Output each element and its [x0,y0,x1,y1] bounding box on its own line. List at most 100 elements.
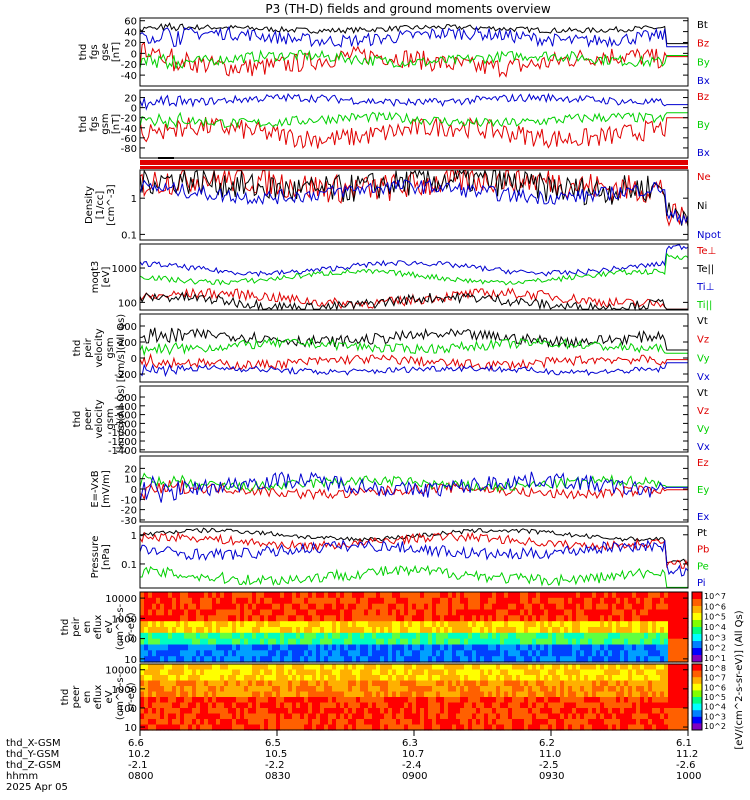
heatmap-cell [280,669,285,676]
heatmap-cell [648,708,653,715]
heatmap-cell [448,638,453,646]
heatmap-cell [236,724,241,731]
heatmap-cell [436,680,441,687]
heatmap-cell [652,627,657,634]
heatmap-cell [364,632,369,640]
heatmap-cell [452,669,457,676]
heatmap-cell [212,724,217,731]
legend-Vy: Vy [697,353,710,364]
heatmap-cell [156,691,161,698]
heatmap-cell [536,656,541,663]
heatmap-cell [200,675,205,682]
heatmap-cell [212,603,217,611]
heatmap-cell [192,680,197,687]
heatmap-cell [516,638,521,646]
heatmap-cell [284,597,289,605]
heatmap-cell [612,697,617,704]
heatmap-cell [408,724,413,731]
heatmap-cell [292,691,297,698]
heatmap-cell [468,697,473,704]
heatmap-cell [328,603,333,611]
heatmap-cell [676,597,681,605]
heatmap-cell [256,675,261,682]
heatmap-cell [276,702,281,709]
heatmap-cell [224,644,229,651]
heatmap-cell [384,702,389,709]
heatmap-cell [280,603,285,611]
heatmap-cell [360,664,365,671]
heatmap-cell [340,603,345,611]
heatmap-cell [620,691,625,698]
heatmap-cell [612,603,617,611]
heatmap-cell [228,638,233,646]
heatmap-cell [436,621,441,628]
heatmap-cell [372,719,377,726]
heatmap-cell [352,592,357,599]
y-tick-label: 40 [124,28,137,39]
heatmap-cell [616,691,621,698]
heatmap-cell [364,609,369,616]
status-bar-top [140,160,688,165]
heatmap-cell [252,713,257,720]
heatmap-cell [148,691,153,698]
heatmap-cell [580,615,585,622]
heatmap-cell [320,656,325,663]
heatmap-cell [456,650,461,657]
heatmap-cell [620,644,625,651]
heatmap-cell [452,609,457,616]
heatmap-cell [608,664,613,671]
heatmap-cell [192,686,197,693]
heatmap-cell [372,708,377,715]
heatmap-cell [676,713,681,720]
heatmap-cell [564,650,569,657]
heatmap-cell [600,632,605,640]
heatmap-cell [204,669,209,676]
heatmap-cell [356,724,361,731]
heatmap-cell [328,592,333,599]
heatmap-cell [252,656,257,663]
heatmap-cell [284,691,289,698]
heatmap-cell [240,644,245,651]
heatmap-cell [236,702,241,709]
heatmap-cell [284,680,289,687]
heatmap-cell [312,664,317,671]
heatmap-cell [316,638,321,646]
heatmap-cell [420,638,425,646]
heatmap-cell [608,627,613,634]
heatmap-cell [660,697,665,704]
heatmap-cell [624,627,629,634]
heatmap-cell [192,713,197,720]
heatmap-cell [184,592,189,599]
heatmap-cell [376,675,381,682]
heatmap-cell [504,621,509,628]
heatmap-cell [184,656,189,663]
heatmap-cell [604,615,609,622]
heatmap-cell [236,638,241,646]
heatmap-cell [372,603,377,611]
heatmap-cell [400,638,405,646]
heatmap-cell [280,724,285,731]
heatmap-cell [160,691,165,698]
heatmap-cell [464,719,469,726]
heatmap-cell [240,650,245,657]
heatmap-cell [516,669,521,676]
heatmap-cell [484,603,489,611]
heatmap-cell [436,708,441,715]
heatmap-cell [552,592,557,599]
heatmap-cell [516,724,521,731]
heatmap-cell [672,664,677,671]
heatmap-cell [512,621,517,628]
heatmap-cell [308,713,313,720]
heatmap-cell [260,644,265,651]
heatmap-cell [388,615,393,622]
heatmap-cell [396,603,401,611]
heatmap-cell [296,708,301,715]
heatmap-cell [372,609,377,616]
heatmap-cell [528,597,533,605]
heatmap-cell [672,680,677,687]
heatmap-cell [172,686,177,693]
heatmap-cell [408,644,413,651]
heatmap-cell [356,697,361,704]
heatmap-cell [516,644,521,651]
heatmap-cell [288,656,293,663]
